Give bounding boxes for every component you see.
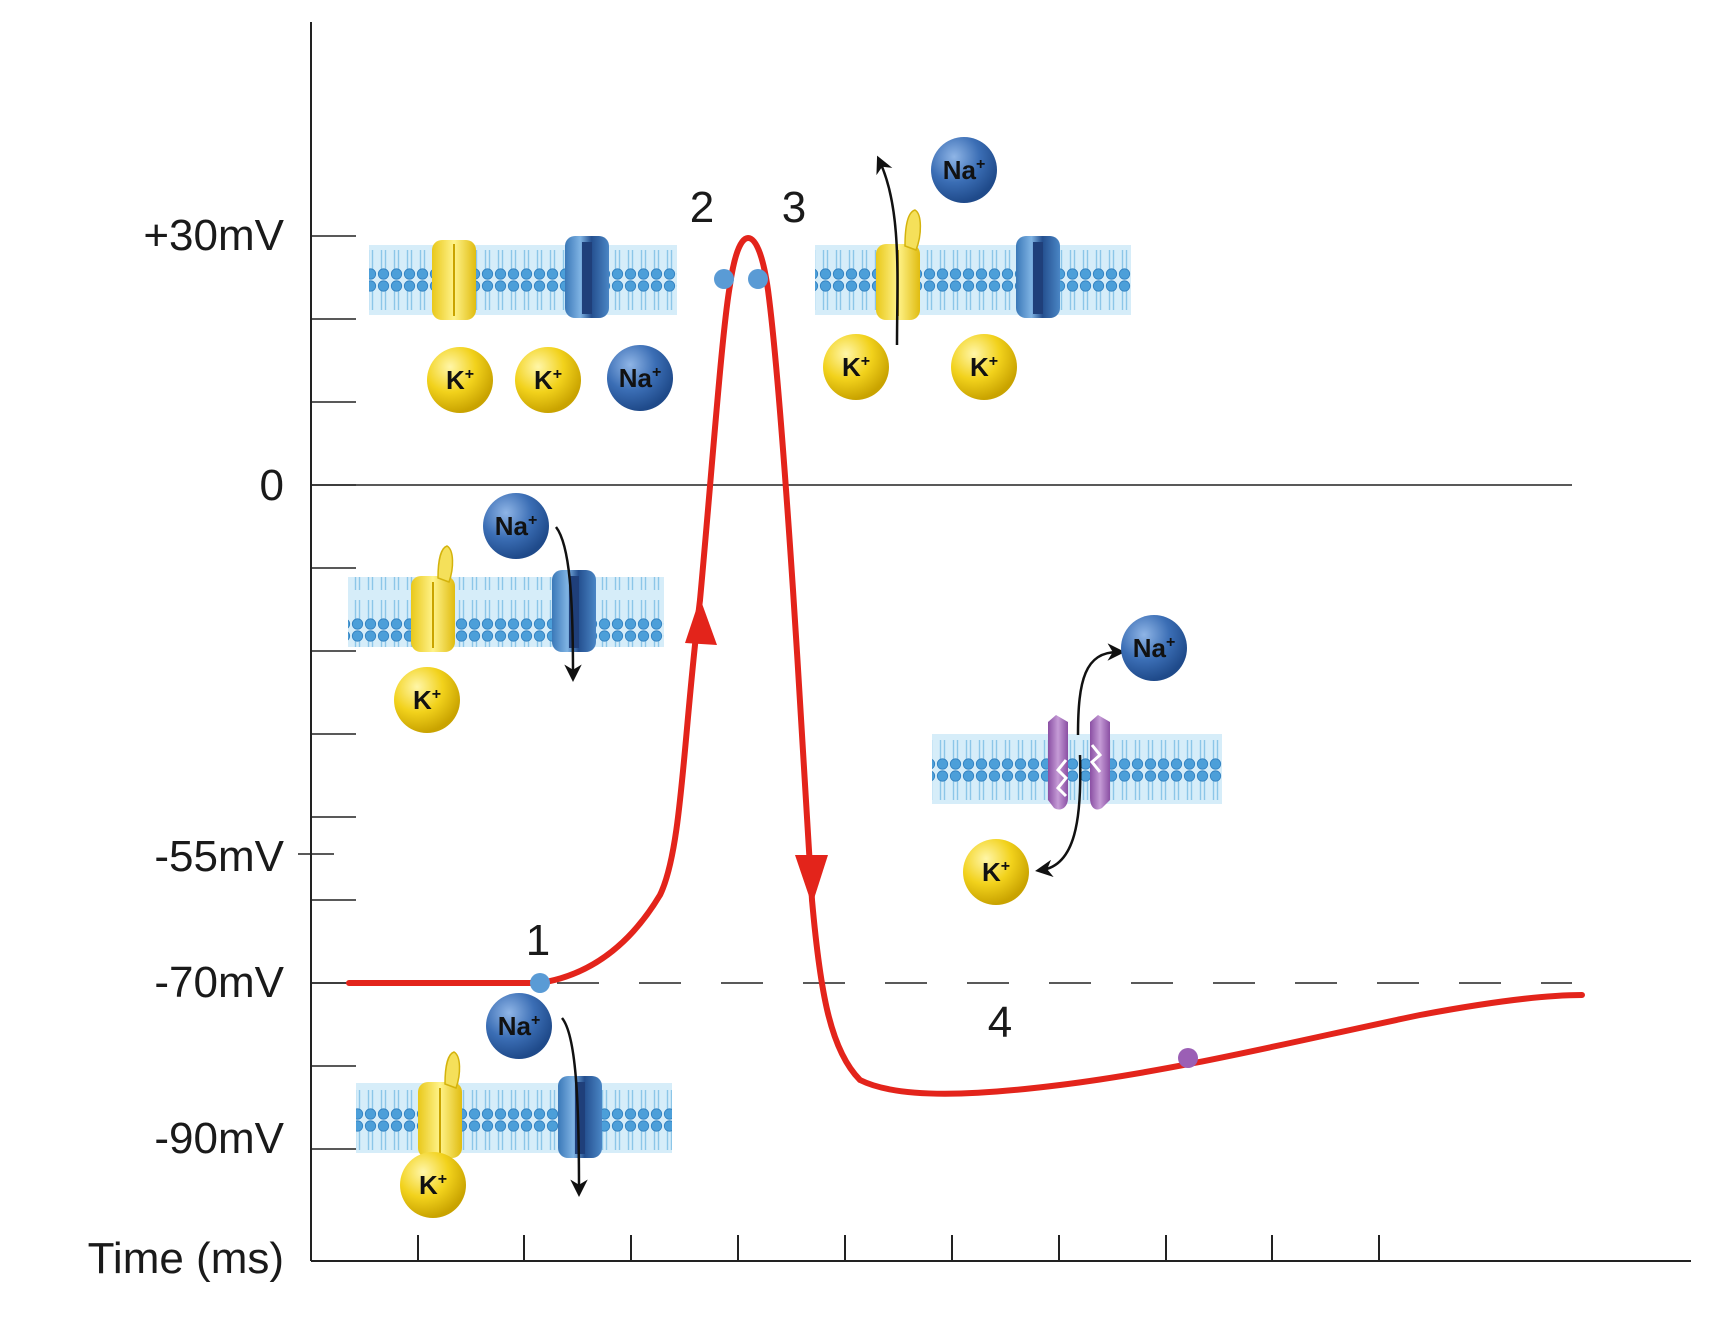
svg-text:K+: K+ <box>413 685 441 715</box>
y-label-minus55: -55mV <box>154 832 284 881</box>
repolarization-arrowhead <box>795 855 828 905</box>
marker-phase-1 <box>530 973 550 993</box>
y-label-minus90: -90mV <box>154 1114 284 1163</box>
sodium-channel-icon <box>558 1076 602 1158</box>
sodium-influx-arrow-1 <box>554 526 582 682</box>
y-label-zero: 0 <box>260 461 284 510</box>
svg-text:Na+: Na+ <box>619 363 662 393</box>
membrane-bottom-left <box>356 1051 672 1158</box>
pump-potassium-in-arrow <box>1035 754 1082 878</box>
svg-text:Na+: Na+ <box>943 155 986 185</box>
x-axis-label: Time (ms) <box>88 1234 284 1283</box>
x-axis-ticks <box>417 1235 1380 1261</box>
phase-label-3: 3 <box>782 183 806 232</box>
depolarization-arrowhead <box>685 598 717 645</box>
svg-text:Na+: Na+ <box>1133 633 1176 663</box>
ion-k-2: K+ <box>515 347 581 413</box>
marker-phase-3 <box>748 269 768 289</box>
svg-text:K+: K+ <box>419 1170 447 1200</box>
svg-text:K+: K+ <box>842 352 870 382</box>
ion-na-4: Na+ <box>486 993 552 1059</box>
marker-phase-4 <box>1178 1048 1198 1068</box>
sodium-channel-icon <box>565 236 609 318</box>
svg-text:K+: K+ <box>534 365 562 395</box>
ion-k-1: K+ <box>427 347 493 413</box>
pump-sodium-out-arrow <box>1076 643 1125 736</box>
sodium-influx-arrow-2 <box>560 1017 588 1197</box>
ion-k-5: K+ <box>394 667 460 733</box>
svg-text:Na+: Na+ <box>498 1011 541 1041</box>
marker-phase-2 <box>714 269 734 289</box>
sodium-channel-icon <box>552 570 596 652</box>
membrane-middle-left <box>348 545 664 652</box>
potassium-efflux-arrow <box>876 155 899 346</box>
potassium-channel-closed-icon <box>418 1051 462 1158</box>
sodium-channel-icon <box>1016 236 1060 318</box>
phase-label-1: 1 <box>526 916 550 965</box>
phase-label-2: 2 <box>690 183 714 232</box>
y-label-minus70: -70mV <box>154 958 284 1007</box>
action-potential-curve <box>346 234 1585 1097</box>
phase-label-4: 4 <box>988 998 1012 1047</box>
ion-na-1: Na+ <box>607 345 673 411</box>
membrane-pump <box>932 715 1222 810</box>
y-axis-ticks <box>298 235 356 1150</box>
ion-na-2: Na+ <box>931 137 997 203</box>
ion-k-7: K+ <box>963 839 1029 905</box>
membrane-top-right <box>815 209 1131 320</box>
membrane-top-left <box>369 236 677 320</box>
ion-k-3: K+ <box>823 334 889 400</box>
svg-text:K+: K+ <box>982 857 1010 887</box>
y-label-plus30: +30mV <box>143 211 284 260</box>
svg-text:K+: K+ <box>446 365 474 395</box>
potassium-channel-icon <box>432 240 476 320</box>
ion-k-4: K+ <box>951 334 1017 400</box>
svg-text:Na+: Na+ <box>495 511 538 541</box>
potassium-channel-closed-icon <box>411 545 455 652</box>
ion-na-3: Na+ <box>483 493 549 559</box>
svg-text:K+: K+ <box>970 352 998 382</box>
ion-k-6: K+ <box>400 1152 466 1218</box>
ion-na-5: Na+ <box>1121 615 1187 681</box>
sodium-potassium-pump-icon <box>1048 715 1110 810</box>
